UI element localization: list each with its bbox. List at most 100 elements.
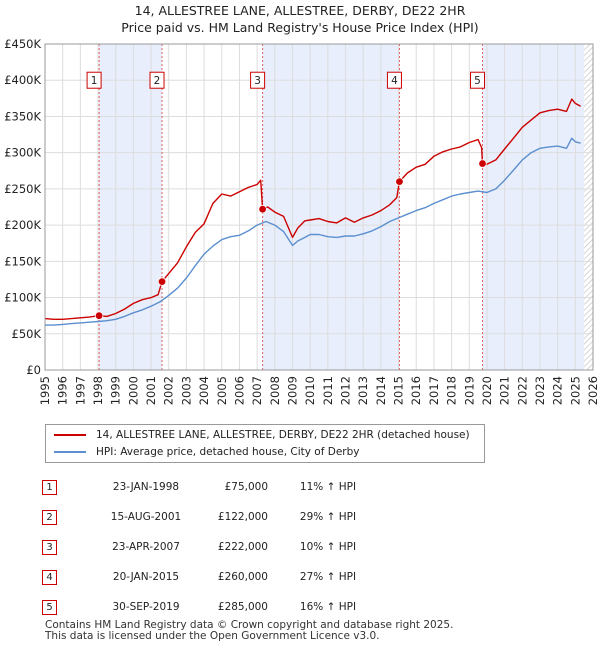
x-tick-label: 2018 bbox=[445, 376, 459, 405]
x-tick-label: 2026 bbox=[586, 376, 600, 405]
row-date: 20-JAN-2015 bbox=[112, 571, 180, 583]
y-tick-label: £0 bbox=[26, 363, 41, 377]
x-tick-label: 2021 bbox=[498, 376, 512, 405]
y-tick-label: £450K bbox=[4, 37, 41, 51]
legend-label-hpi: HPI: Average price, detached house, City… bbox=[96, 446, 360, 458]
projection-hatch bbox=[584, 44, 593, 370]
legend-label-property: 14, ALLESTREE LANE, ALLESTREE, DERBY, DE… bbox=[96, 429, 470, 441]
sale-number-label: 5 bbox=[474, 75, 481, 87]
row-number-badge: 4 bbox=[42, 569, 57, 585]
row-price: £122,000 bbox=[217, 511, 268, 523]
row-date: 23-JAN-1998 bbox=[112, 481, 180, 493]
row-number-badge: 1 bbox=[42, 479, 57, 495]
chart-subtitle: Price paid vs. HM Land Registry's House … bbox=[121, 20, 479, 35]
row-hpi-change: 11% ↑ HPI bbox=[299, 481, 357, 493]
x-tick-label: 2003 bbox=[179, 376, 193, 405]
x-tick-label: 2007 bbox=[250, 376, 264, 405]
footer: Contains HM Land Registry data © Crown c… bbox=[45, 620, 453, 642]
row-date: 15-AUG-2001 bbox=[110, 511, 182, 523]
x-tick-label: 2023 bbox=[533, 376, 547, 405]
row-number-badge: 5 bbox=[42, 599, 57, 615]
chart-title: 14, ALLESTREE LANE, ALLESTREE, DERBY, DE… bbox=[134, 3, 466, 18]
x-tick-label: 2008 bbox=[268, 376, 282, 405]
x-tick-label: 2015 bbox=[392, 376, 406, 405]
legend-item-hpi: HPI: Average price, detached house, City… bbox=[54, 444, 359, 460]
x-tick-label: 2019 bbox=[462, 376, 476, 405]
y-tick-label: £300K bbox=[4, 146, 41, 160]
sale-number-label: 4 bbox=[391, 75, 398, 87]
x-tick-label: 2013 bbox=[356, 376, 370, 405]
row-hpi-change: 10% ↑ HPI bbox=[299, 541, 357, 553]
row-number-badge: 2 bbox=[42, 509, 57, 525]
legend-item-property: 14, ALLESTREE LANE, ALLESTREE, DERBY, DE… bbox=[54, 427, 470, 443]
x-tick-label: 2006 bbox=[232, 376, 246, 405]
table-row: 5 30-SEP-2019 £285,000 16% ↑ HPI bbox=[42, 592, 388, 622]
y-tick-label: £50K bbox=[12, 327, 42, 341]
y-tick-label: £100K bbox=[4, 291, 41, 305]
x-tick-label: 2017 bbox=[427, 376, 441, 405]
footer-copyright: Contains HM Land Registry data © Crown c… bbox=[45, 619, 454, 631]
x-tick-label: 1999 bbox=[109, 376, 123, 405]
legend-swatch-property bbox=[54, 434, 86, 436]
y-tick-label: £350K bbox=[4, 109, 41, 123]
x-tick-label: 2001 bbox=[144, 376, 158, 405]
row-hpi-change: 27% ↑ HPI bbox=[299, 571, 357, 583]
table-row: 4 20-JAN-2015 £260,000 27% ↑ HPI bbox=[42, 562, 388, 592]
x-tick-label: 1995 bbox=[38, 376, 52, 405]
series-line bbox=[44, 98, 581, 320]
transactions-table: 1 23-JAN-1998 £75,000 11% ↑ HPI 2 15-AUG… bbox=[42, 472, 388, 622]
sale-number-box bbox=[149, 71, 165, 89]
row-hpi-change: 16% ↑ HPI bbox=[299, 601, 357, 613]
table-row: 3 23-APR-2007 £222,000 10% ↑ HPI bbox=[42, 532, 388, 562]
x-tick-label: 2000 bbox=[126, 376, 140, 405]
price-chart: 1 2 3 4 5 £0 £50K £100K £150K £200K £250K £300K £35… bbox=[4, 37, 600, 405]
sale-number-box bbox=[470, 71, 486, 89]
row-price: £75,000 bbox=[224, 481, 268, 493]
sale-marker bbox=[395, 177, 404, 186]
x-tick-label: 2020 bbox=[480, 376, 494, 405]
x-tick-label: 2025 bbox=[568, 376, 582, 405]
row-price: £222,000 bbox=[217, 541, 268, 553]
x-tick-label: 1997 bbox=[73, 376, 87, 405]
x-tick-label: 2005 bbox=[215, 376, 229, 405]
y-tick-label: £400K bbox=[4, 73, 41, 87]
x-tick-label: 1998 bbox=[91, 376, 105, 405]
x-tick-label: 2002 bbox=[162, 376, 176, 405]
x-tick-label: 2016 bbox=[409, 376, 423, 405]
legend: 14, ALLESTREE LANE, ALLESTREE, DERBY, DE… bbox=[45, 424, 485, 463]
footer-licence: This data is licensed under the Open Gov… bbox=[45, 630, 380, 642]
row-price: £285,000 bbox=[217, 601, 268, 613]
x-tick-label: 2024 bbox=[551, 376, 565, 405]
sale-marker bbox=[258, 204, 267, 214]
x-tick-label: 2009 bbox=[285, 376, 299, 405]
sale-number-label: 1 bbox=[91, 75, 98, 87]
sale-number-box bbox=[250, 71, 266, 89]
sale-number-box bbox=[86, 71, 102, 89]
ownership-period-shade bbox=[482, 44, 585, 370]
table-row: 2 15-AUG-2001 £122,000 29% ↑ HPI bbox=[42, 502, 388, 532]
x-tick-label: 1996 bbox=[56, 376, 70, 405]
x-tick-label: 2011 bbox=[321, 376, 335, 405]
y-tick-label: £150K bbox=[4, 254, 41, 268]
row-number-badge: 3 bbox=[42, 539, 57, 555]
legend-swatch-hpi bbox=[54, 451, 86, 453]
row-date: 23-APR-2007 bbox=[112, 541, 180, 553]
x-tick-label: 2012 bbox=[339, 376, 353, 405]
table-row: 1 23-JAN-1998 £75,000 11% ↑ HPI bbox=[42, 472, 388, 502]
sale-marker bbox=[478, 159, 487, 168]
x-tick-label: 2014 bbox=[374, 376, 388, 405]
sale-number-label: 3 bbox=[254, 75, 261, 87]
series-line bbox=[45, 137, 581, 326]
x-tick-label: 2022 bbox=[515, 376, 529, 405]
x-tick-label: 2010 bbox=[303, 376, 317, 405]
sale-marker bbox=[94, 311, 104, 320]
y-tick-label: £200K bbox=[4, 218, 41, 232]
ownership-period-shade bbox=[262, 44, 400, 370]
row-hpi-change: 29% ↑ HPI bbox=[299, 511, 357, 523]
row-date: 30-SEP-2019 bbox=[112, 601, 180, 613]
sale-number-box bbox=[386, 71, 402, 89]
sale-marker bbox=[157, 277, 167, 286]
row-price: £260,000 bbox=[217, 571, 268, 583]
x-tick-label: 2004 bbox=[197, 376, 211, 405]
